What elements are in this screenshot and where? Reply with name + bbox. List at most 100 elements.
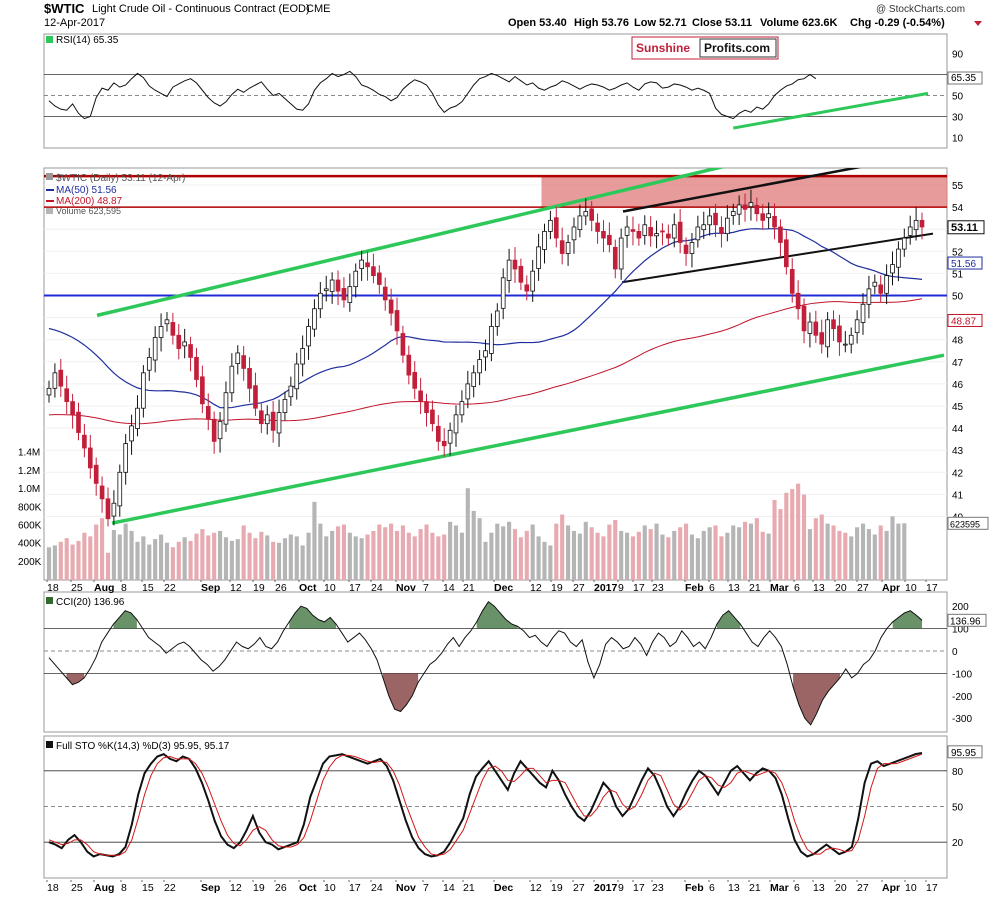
candle-body — [418, 390, 423, 402]
x-tick-label: 23 — [652, 882, 664, 894]
rsi-tick-label: 30 — [952, 113, 964, 124]
volume-bar — [129, 530, 134, 580]
cci-oversold-fill — [66, 673, 85, 685]
candle — [837, 314, 842, 356]
candle-body — [784, 239, 789, 268]
candle — [217, 411, 223, 453]
candle — [312, 299, 317, 337]
candle-body — [158, 326, 164, 338]
candle — [318, 282, 323, 319]
candle — [477, 350, 482, 386]
candle-body — [194, 356, 199, 380]
volume-bar — [448, 521, 453, 580]
volume-bar — [619, 530, 624, 580]
candle-body — [630, 229, 636, 232]
candle-body — [471, 372, 477, 387]
volume-tick-label: 200K — [18, 557, 42, 568]
candle — [465, 370, 471, 409]
cci-line — [48, 600, 923, 726]
candle — [259, 403, 264, 433]
candle — [253, 372, 258, 416]
x-axis-middle: 18 25 Aug 8 15 22 Sep 12 19 26 Oct 10 17 24 Nov 7 14 21 De… — [46, 580, 938, 594]
candle-body — [736, 204, 742, 215]
candle-body — [760, 213, 766, 221]
x-tick-label: 13 — [813, 882, 825, 894]
volume-tick-label: 1.4M — [18, 448, 40, 459]
candle-body — [424, 401, 429, 414]
volume-bar — [784, 492, 789, 580]
candle-body — [406, 354, 412, 376]
cci-overbought-fill — [476, 601, 518, 629]
volume-bar — [678, 527, 683, 580]
volume-bars — [46, 483, 907, 580]
candle — [536, 233, 541, 281]
volume-bar — [577, 533, 582, 580]
candle — [141, 365, 146, 418]
legend-ma50: MA(50) 51.56 — [56, 185, 117, 196]
ma200-line — [48, 298, 923, 425]
candle — [601, 220, 606, 252]
x-tick-label: 18 — [47, 882, 59, 894]
sto-panel-frame — [43, 735, 948, 879]
volume-bar — [672, 530, 677, 580]
volume-bar — [843, 532, 848, 580]
candle-body — [223, 392, 229, 425]
volume-bar — [430, 532, 435, 580]
volume-bar — [648, 529, 653, 580]
candle — [630, 216, 636, 246]
candle — [435, 415, 441, 451]
volume-bar — [229, 540, 234, 580]
candle — [660, 223, 665, 246]
ohlc-open: Open 53.40 — [508, 17, 567, 29]
candle-body — [176, 334, 182, 349]
volume-bar — [701, 530, 706, 580]
candle — [453, 405, 459, 447]
candle-body — [530, 270, 536, 292]
down-arrow-icon — [974, 21, 982, 26]
candle-body — [542, 231, 547, 250]
x-tick-label: Nov — [396, 882, 416, 894]
candle — [111, 490, 117, 526]
volume-bar — [52, 545, 57, 580]
candle — [654, 220, 659, 249]
volume-bar — [123, 523, 128, 580]
volume-bar — [170, 547, 175, 580]
volume-bar — [489, 532, 494, 580]
candle — [288, 376, 294, 406]
candle-body — [170, 322, 176, 336]
channel-upper-line — [96, 168, 726, 318]
x-tick-label: 19 — [253, 582, 265, 594]
candle-body — [300, 348, 305, 365]
candle — [907, 215, 913, 245]
volume-bar — [271, 541, 276, 580]
candle — [117, 464, 123, 517]
x-tick-label: 7 — [423, 582, 429, 594]
volume-bar — [483, 541, 488, 580]
x-tick-label: 14 — [443, 582, 455, 594]
legend-title: $WTIC (Daily) 53.11 (12-Apr) — [56, 173, 185, 184]
volume-bar — [837, 530, 842, 580]
candle-body — [766, 213, 771, 219]
candle — [683, 237, 689, 266]
volume-bar — [855, 527, 860, 580]
price-legend: $WTIC (Daily) 53.11 (12-Apr) MA(50) 51.5… — [46, 173, 185, 216]
x-axis-bottom: 18 25 Aug 8 15 22 Sep 12 19 26 Oct 10 17 24 Nov 7 14 21 De… — [46, 880, 938, 894]
candle — [276, 399, 282, 447]
chart-header: $WTIC Light Crude Oil - Continuous Contr… — [44, 1, 982, 29]
volume-bar — [117, 534, 122, 580]
volume-bar — [807, 529, 812, 580]
candle-body — [901, 237, 907, 250]
volume-bar — [312, 501, 317, 580]
cci-tick-label: 0 — [952, 647, 958, 658]
volume-bar — [46, 547, 52, 580]
candle-body — [58, 369, 64, 387]
volume-bar — [630, 536, 636, 580]
x-tick-label: Nov — [396, 582, 416, 594]
price-tags: 53.11 51.56 48.87 623595 — [947, 220, 989, 530]
candle — [542, 223, 547, 264]
candle-body — [919, 219, 925, 228]
x-tick-label: 24 — [371, 582, 383, 594]
candle — [377, 265, 382, 294]
volume-bar — [206, 535, 211, 580]
candle — [164, 312, 170, 332]
